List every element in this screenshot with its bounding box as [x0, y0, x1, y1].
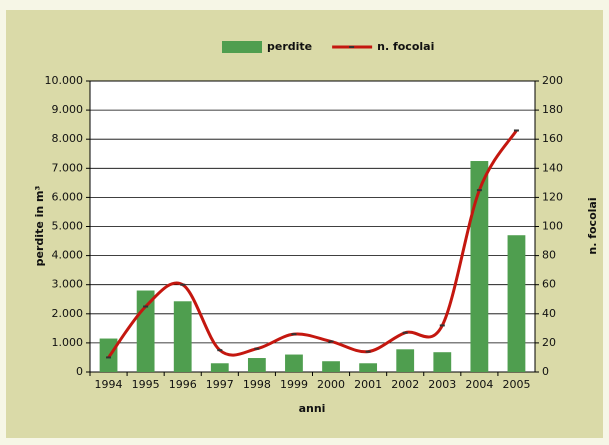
legend-marker — [349, 46, 355, 48]
y2-tick-label: 180 — [542, 103, 563, 116]
y-tick-label: 1.000 — [52, 336, 84, 349]
bar — [396, 349, 415, 372]
y2-tick-label: 100 — [542, 220, 563, 233]
bar — [136, 290, 155, 372]
bar — [359, 363, 378, 372]
x-tick-label: 1996 — [169, 378, 197, 391]
marker — [217, 349, 223, 352]
y-tick-label: 0 — [76, 365, 83, 378]
y2-tick-label: 160 — [542, 132, 563, 145]
x-tick-label: 2004 — [465, 378, 493, 391]
bar — [507, 235, 526, 372]
y-tick-label: 5.000 — [52, 220, 84, 233]
x-tick-label: 2001 — [354, 378, 382, 391]
legend-label: perdite — [267, 40, 312, 53]
bar — [210, 363, 229, 372]
y-tick-label: 9.000 — [52, 103, 84, 116]
bar — [247, 358, 266, 372]
x-tick-label: 1998 — [243, 378, 271, 391]
y-tick-label: 2.000 — [52, 307, 84, 320]
y-tick-label: 10.000 — [45, 74, 84, 87]
y-tick-label: 4.000 — [52, 249, 84, 262]
marker — [106, 356, 112, 359]
x-tick-label: 1997 — [206, 378, 234, 391]
marker — [402, 331, 408, 334]
y2-tick-label: 20 — [542, 336, 556, 349]
x-tick-label: 1995 — [132, 378, 160, 391]
y2-tick-label: 120 — [542, 190, 563, 203]
y-tick-label: 6.000 — [52, 190, 84, 203]
marker — [254, 347, 260, 350]
bar — [322, 361, 340, 372]
y2-tick-label: 140 — [542, 161, 563, 174]
marker — [365, 350, 371, 353]
marker — [476, 189, 482, 192]
y-tick-label: 7.000 — [52, 161, 84, 174]
marker — [439, 324, 445, 327]
x-axis-label: anni — [299, 402, 326, 415]
y-axis-label: perdite in m³ — [33, 185, 46, 266]
y2-tick-label: 80 — [542, 249, 556, 262]
marker — [328, 340, 334, 343]
bar — [433, 352, 452, 372]
bar — [470, 161, 489, 372]
y-tick-label: 3.000 — [52, 278, 84, 291]
x-tick-label: 2000 — [317, 378, 345, 391]
x-tick-label: 2003 — [428, 378, 456, 391]
x-tick-label: 1994 — [95, 378, 123, 391]
y2-tick-label: 40 — [542, 307, 556, 320]
legend-swatch — [222, 41, 262, 53]
y2-axis-label: n. focolai — [586, 197, 599, 254]
marker — [180, 283, 186, 286]
y2-tick-label: 0 — [542, 365, 549, 378]
y2-tick-label: 60 — [542, 278, 556, 291]
y2-tick-label: 200 — [542, 74, 563, 87]
marker — [143, 305, 149, 308]
y-tick-label: 8.000 — [52, 132, 84, 145]
x-tick-label: 1999 — [280, 378, 308, 391]
bar — [285, 354, 303, 372]
marker — [513, 129, 519, 132]
legend-label: n. focolai — [377, 40, 434, 53]
marker — [291, 333, 297, 336]
x-tick-label: 2002 — [391, 378, 419, 391]
bar — [173, 301, 192, 372]
x-tick-label: 2005 — [502, 378, 530, 391]
